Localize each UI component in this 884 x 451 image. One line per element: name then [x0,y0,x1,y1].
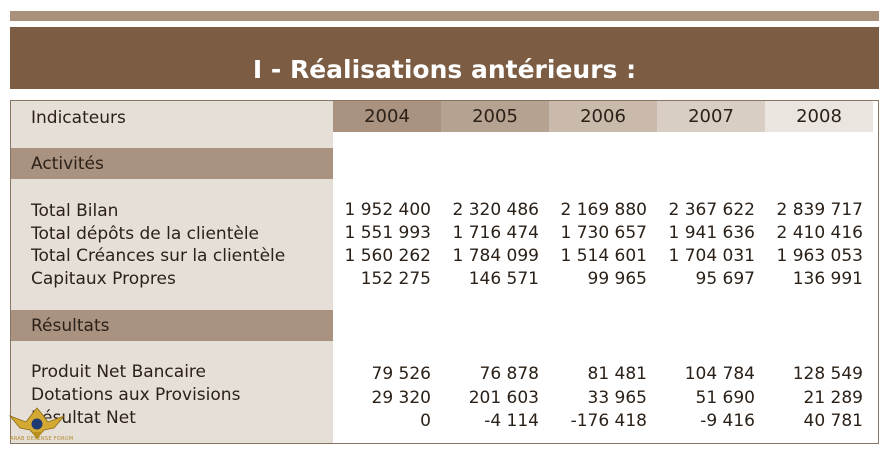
table-cell: 152 275 [360,269,431,289]
year-header-2004: 2004 [333,101,441,132]
indicators-header: Indicateurs [31,108,126,128]
table-cell: 2 839 717 [776,200,863,220]
table-cell: 76 878 [479,364,539,384]
table-cell: 0 [420,411,431,431]
eagle-emblem-icon [8,407,66,440]
table-cell: 136 991 [792,269,863,289]
table-cell: 40 781 [803,411,863,431]
row-label: Capitaux Propres [31,269,176,289]
year-header-2006: 2006 [549,101,657,132]
table-cell: 201 603 [468,388,539,408]
table-cell: 2 410 416 [776,223,863,243]
table-cell: 146 571 [468,269,539,289]
top-decorative-band [10,11,879,21]
table-cell: 1 784 099 [452,246,539,266]
table-cell: 29 320 [371,388,431,408]
table-cell: 33 965 [587,388,647,408]
table-cell: 51 690 [695,388,755,408]
table-cell: 1 730 657 [560,223,647,243]
table-cell: -9 416 [700,411,755,431]
table-cell: 1 551 993 [344,223,431,243]
row-label: Total Bilan [31,201,119,221]
results-table: Indicateurs 2004 2005 2006 2007 2008 Act… [10,100,879,444]
table-cell: 2 367 622 [668,200,755,220]
table-cell: 1 952 400 [344,200,431,220]
section-header-activites: Activités [11,148,333,179]
table-cell: 1 716 474 [452,223,539,243]
table-cell: 1 704 031 [668,246,755,266]
row-label: Produit Net Bancaire [31,362,206,382]
table-cell: -4 114 [484,411,539,431]
table-cell: -176 418 [570,411,647,431]
table-cell: 21 289 [803,388,863,408]
page-title: I - Réalisations antérieurs : [252,55,637,84]
row-label: Total dépôts de la clientèle [31,224,260,244]
table-cell: 95 697 [695,269,755,289]
table-cell: 1 514 601 [560,246,647,266]
table-cell: 2 320 486 [452,200,539,220]
table-cell: 81 481 [587,364,647,384]
page-title-band: I - Réalisations antérieurs : [10,27,879,89]
table-cell: 1 963 053 [776,246,863,266]
table-cell: 1 560 262 [344,246,431,266]
year-header-2005: 2005 [441,101,549,132]
table-cell: 104 784 [684,364,755,384]
table-cell: 128 549 [792,364,863,384]
row-label: Dotations aux Provisions [31,385,241,405]
year-header-2008: 2008 [765,101,873,132]
table-cell: 2 169 880 [560,200,647,220]
table-cell: 79 526 [371,364,431,384]
table-cell: 99 965 [587,269,647,289]
year-header-2007: 2007 [657,101,765,132]
row-label: Total Créances sur la clientèle [31,246,286,266]
section-header-resultats: Résultats [11,310,333,341]
watermark-text: ARAB DEFENSE FORUM [10,436,74,442]
table-cell: 1 941 636 [668,223,755,243]
